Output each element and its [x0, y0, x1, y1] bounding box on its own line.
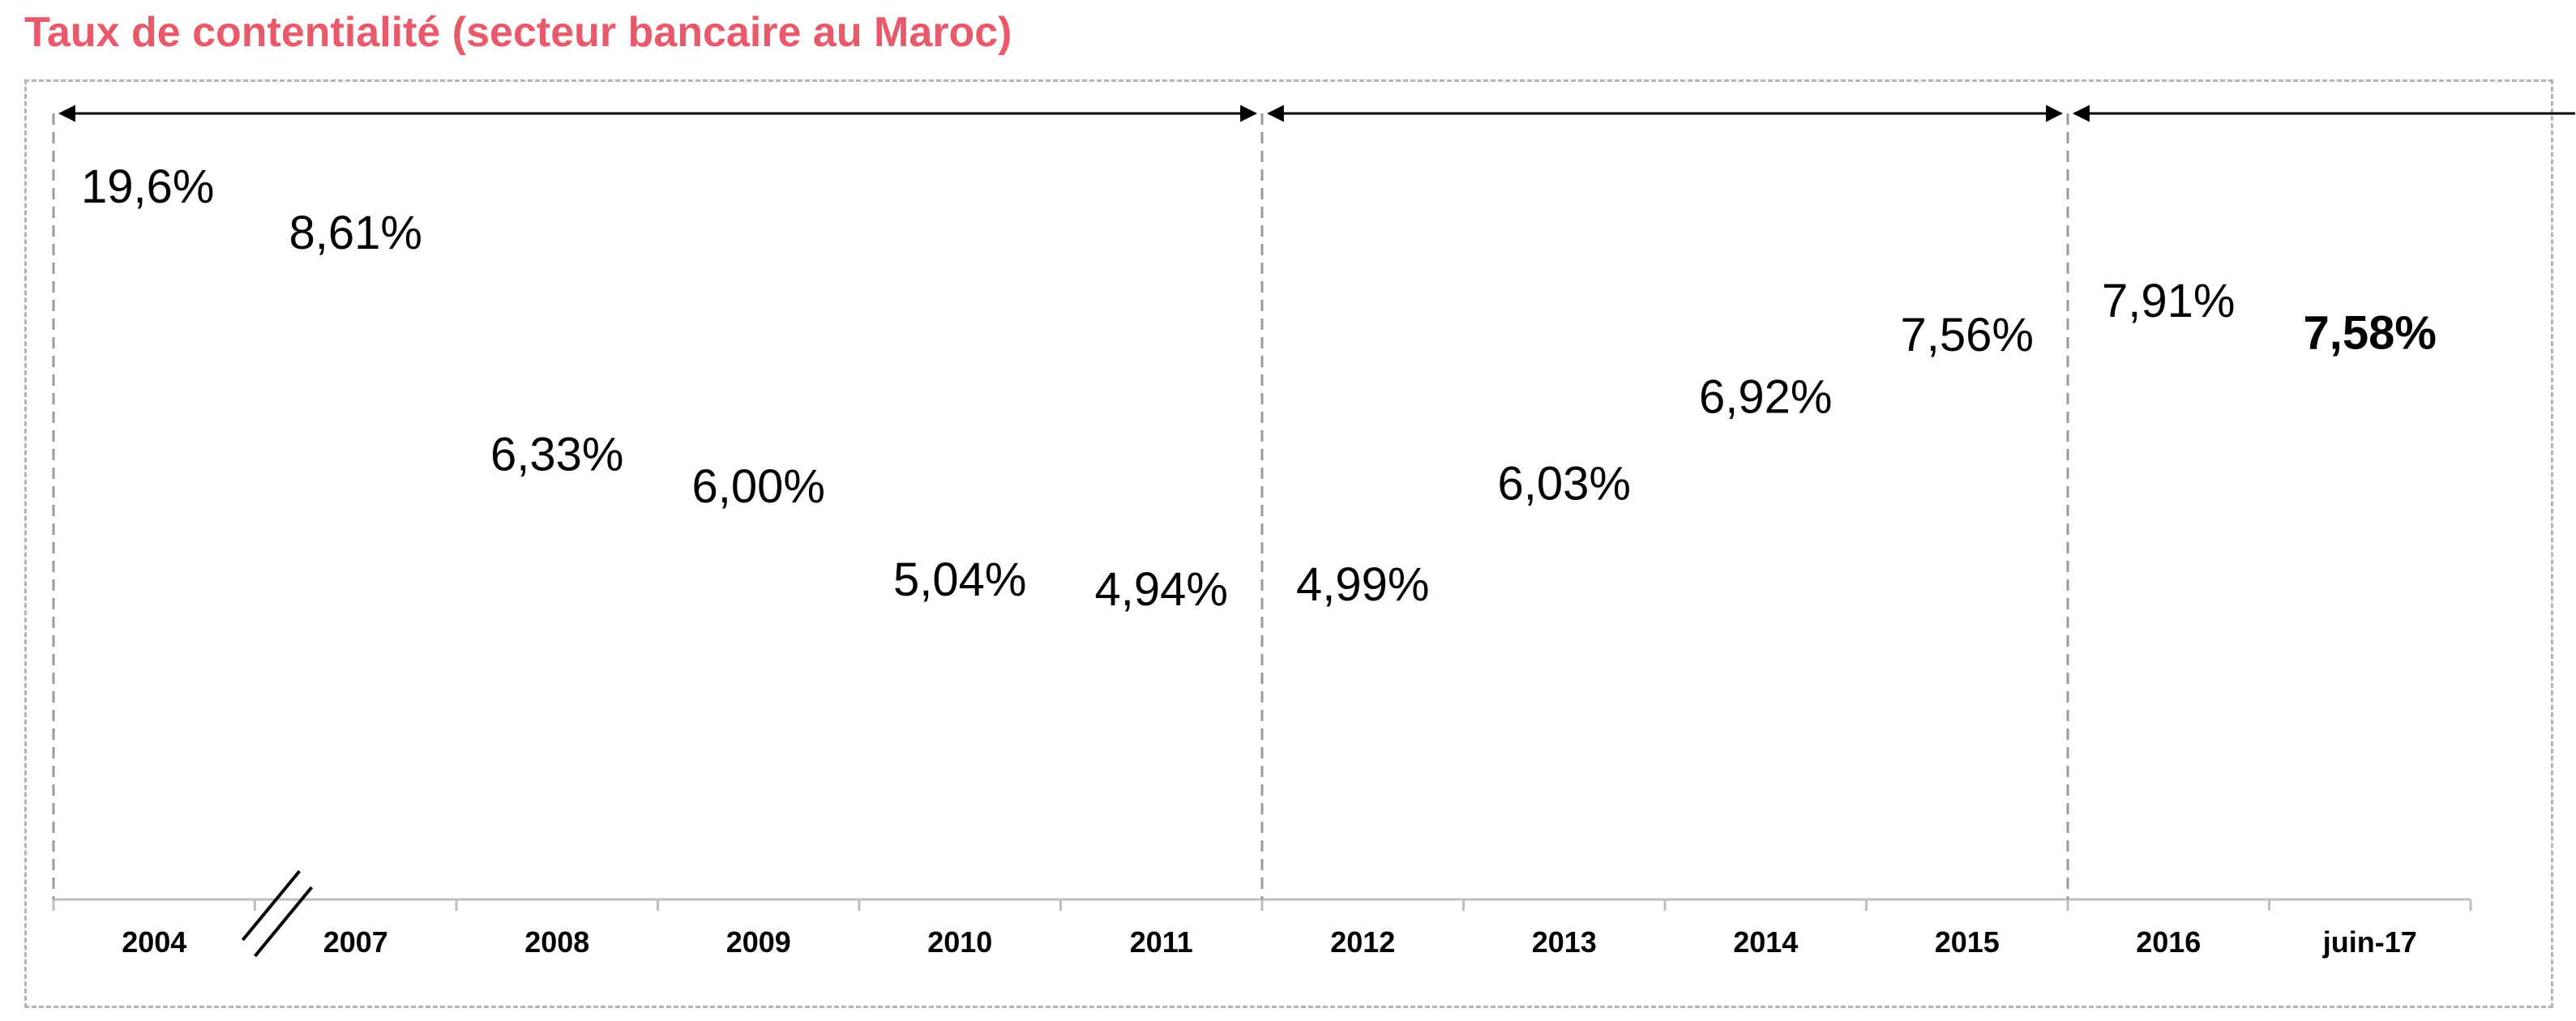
x-tick-label: 2008 — [524, 925, 589, 959]
x-tick-label: 2010 — [927, 925, 992, 959]
value-label: 5,04% — [893, 553, 1026, 606]
value-label: 6,00% — [692, 460, 825, 513]
value-label: 6,33% — [490, 428, 623, 481]
value-label: 6,92% — [1699, 371, 1832, 424]
value-labels: 19,6% 8,61% 6,33% 6,00% 5,04% 4,94% 4,99% 6,03%… — [81, 160, 2437, 616]
value-label: 19,6% — [81, 160, 214, 213]
x-tick-label: juin-17 — [2322, 925, 2417, 959]
value-label: 8,61% — [289, 207, 422, 259]
chart-frame — [24, 79, 2553, 1008]
value-label: 7,91% — [2102, 275, 2235, 327]
x-tick-label: 2013 — [1532, 925, 1597, 959]
x-tick-label: 2007 — [323, 925, 388, 959]
x-tick-label: 2009 — [726, 925, 791, 959]
axis-break-mark — [253, 886, 314, 958]
period-dividers — [52, 113, 2069, 899]
value-label: 4,99% — [1296, 558, 1429, 611]
x-tick-label: 2015 — [1935, 925, 2000, 959]
x-tick-label: 2014 — [1733, 925, 1798, 959]
x-tick-label: 2004 — [122, 925, 186, 959]
x-tick-label: 2012 — [1330, 925, 1395, 959]
axis-break-mark — [241, 869, 302, 942]
value-label: 6,03% — [1498, 457, 1631, 510]
tick-labels: 2004 2007 2008 2009 2010 2011 2012 2013 2014 2015… — [122, 925, 2417, 959]
value-label: 7,58% — [2304, 306, 2437, 359]
value-label: 4,94% — [1095, 563, 1228, 616]
x-tick-label: 2016 — [2136, 925, 2201, 959]
x-tick-label: 2011 — [1130, 925, 1193, 959]
value-label: 7,56% — [1901, 309, 2034, 361]
chart-title: Taux de contentialité (secteur bancaire … — [24, 9, 1012, 56]
